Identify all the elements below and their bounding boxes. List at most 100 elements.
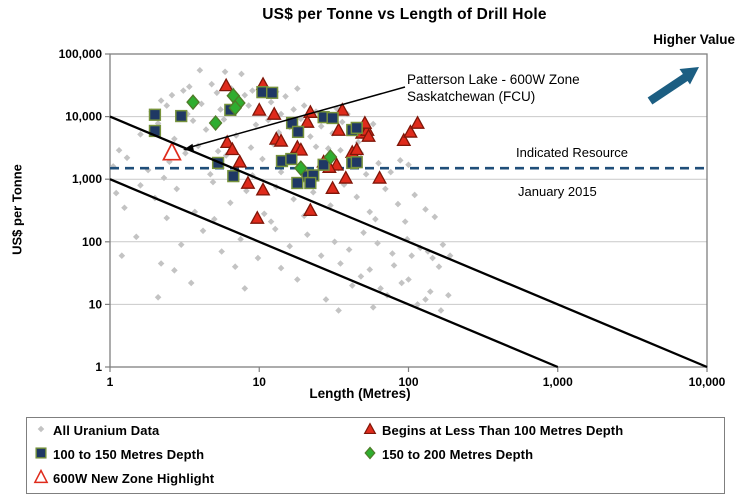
point-all_uranium [265, 116, 272, 124]
point-all_uranium [362, 170, 370, 178]
higher-value-arrow-icon [647, 73, 689, 105]
green-diamond-icon [361, 444, 379, 464]
point-all_uranium [259, 155, 266, 163]
point-all_uranium [237, 235, 244, 243]
point-all_uranium [309, 188, 317, 196]
point-all_uranium [394, 200, 402, 208]
point-all_uranium [221, 68, 229, 76]
point-all_uranium [422, 296, 429, 303]
point-all_uranium [207, 170, 214, 178]
point-lt100 [218, 77, 234, 92]
legend-box: All Uranium Data Begins at Less Than 100… [26, 417, 725, 494]
legend-marker [363, 422, 377, 435]
y-tick-label: 10,000 [65, 110, 102, 124]
point-d100_150 [317, 158, 330, 171]
point-lt100 [299, 114, 315, 128]
legend-marker [364, 446, 376, 460]
point-all_uranium [429, 254, 436, 262]
point-all_uranium [338, 118, 346, 126]
point-all_uranium [202, 126, 210, 133]
point-all_uranium [245, 102, 253, 109]
point-all_uranium [247, 144, 255, 151]
point-all_uranium [317, 252, 325, 259]
point-all_uranium [252, 121, 260, 129]
point-all_uranium [389, 250, 396, 257]
point-lt100 [266, 106, 282, 120]
legend-item-begins-lt100: Begins at Less Than 100 Metres Depth [361, 420, 623, 440]
point-all_uranium [182, 149, 189, 157]
point-d150_200 [186, 94, 200, 111]
legend-item-all-uranium: All Uranium Data [32, 420, 159, 440]
point-d100_150 [291, 176, 304, 190]
point-all_uranium [431, 213, 439, 221]
point-all_uranium [211, 215, 218, 223]
point-all_uranium [196, 66, 204, 74]
point-all_uranium [112, 189, 120, 197]
point-all_uranium [218, 248, 225, 255]
point-all_uranium [232, 132, 240, 139]
point-all_uranium [213, 89, 221, 97]
point-lt100 [334, 102, 350, 116]
point-d100_150 [148, 108, 162, 121]
legend-label: Begins at Less Than 100 Metres Depth [382, 422, 624, 438]
point-d100_150 [227, 169, 240, 183]
point-all_uranium [369, 303, 377, 311]
point-all_uranium [243, 187, 250, 195]
point-all_uranium [163, 102, 171, 109]
point-all_uranium [154, 120, 162, 127]
point-d100_150 [326, 111, 339, 125]
point-d100_150 [304, 176, 317, 190]
point-lt100 [361, 128, 376, 142]
point-d100_150 [350, 156, 363, 169]
point-all_uranium [249, 87, 256, 94]
legend-item-600w: 600W New Zone Highlight [32, 468, 214, 488]
annotation-leader-line [188, 86, 406, 149]
point-all_uranium [137, 131, 144, 138]
point-lt100 [372, 170, 387, 184]
point-lt100 [349, 141, 365, 156]
point-all_uranium [317, 122, 325, 130]
point-all_uranium [121, 204, 128, 212]
higher-value-label: Higher Value [653, 32, 735, 47]
point-d150_200 [228, 99, 243, 116]
x-axis-title: Length (Metres) [309, 386, 411, 401]
point-lt100 [219, 134, 235, 149]
point-all_uranium [390, 262, 398, 269]
x-tick-label: 10,000 [689, 375, 726, 389]
point-all_uranium [277, 264, 285, 272]
point-all_uranium [312, 143, 320, 151]
point-all_uranium [403, 235, 411, 243]
point-d100_150 [350, 121, 363, 135]
annotation-arrowhead-icon [183, 143, 194, 152]
point-all_uranium [214, 147, 222, 155]
x-tick-label: 1 [107, 375, 114, 389]
point-all_uranium [199, 227, 207, 235]
point-all_uranium [348, 282, 356, 289]
point-all_uranium [422, 206, 429, 213]
point-all_uranium [408, 252, 415, 259]
point-all_uranium [337, 260, 344, 267]
legend-item-150-200: 150 to 200 Metres Depth [361, 444, 533, 464]
y-tick-label: 100,000 [59, 47, 103, 61]
point-all_uranium [254, 254, 262, 262]
point-all_uranium [369, 120, 377, 128]
gray-diamond-icon [32, 420, 50, 440]
point-all_uranium [366, 208, 374, 216]
point-all_uranium [446, 252, 454, 259]
point-all_uranium [387, 168, 395, 176]
point-all_uranium [157, 260, 165, 267]
plot-area: 1 10 100 1,000 10,000 1 10 100 1,000 10,000 100,00… [59, 47, 726, 389]
point-all_uranium [290, 195, 297, 203]
point-lt100 [293, 142, 309, 156]
point-all_uranium [118, 252, 126, 259]
point-all_uranium [405, 276, 412, 283]
point-all_uranium [374, 239, 381, 247]
patterson-annotation-line1: Patterson Lake - 600W Zone [407, 72, 580, 87]
point-lt100 [403, 124, 418, 138]
point-all_uranium [157, 97, 165, 104]
point-all_uranium [198, 100, 205, 108]
y-tick-label: 1,000 [72, 172, 102, 186]
point-all_uranium [360, 229, 367, 236]
point-all_uranium [439, 241, 447, 248]
point-all_uranium [171, 135, 178, 143]
